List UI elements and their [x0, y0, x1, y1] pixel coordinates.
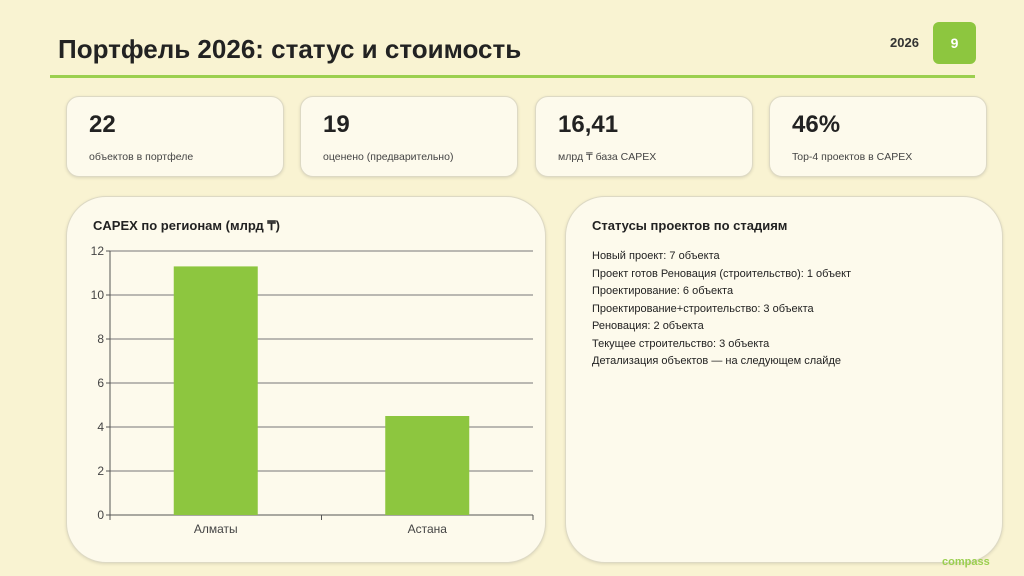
y-tick-label: 12 — [91, 244, 105, 258]
status-panel-title: Статусы проектов по стадиям — [592, 218, 788, 233]
kpi-value: 46% — [792, 111, 841, 138]
kpi-card-objects: 22 объектов в портфеле — [66, 96, 284, 177]
capex-bar-chart: 0 2 4 6 8 10 12 Алматы Астана — [91, 244, 534, 536]
kpi-label: объектов в портфеле — [89, 151, 194, 163]
status-item: Проектирование+строительство: 3 объекта — [592, 302, 814, 315]
status-list: Новый проект: 7 объекта Проект готов Рен… — [592, 248, 851, 371]
kpi-value: 22 — [89, 111, 116, 138]
status-panel: Статусы проектов по стадиям Новый проект… — [565, 196, 1003, 563]
y-tick-label: 0 — [97, 508, 104, 522]
kpi-card-top4: 46% Top-4 проектов в CAPEX — [769, 96, 987, 177]
kpi-label: млрд ₸ база CAPEX — [558, 151, 657, 163]
page-number-badge: 9 — [933, 22, 976, 64]
kpi-value: 16,41 — [558, 111, 619, 138]
x-category-label: Астана — [408, 522, 448, 536]
kpi-label: оценено (предварительно) — [323, 151, 454, 163]
page-title: Портфель 2026: статус и стоимость — [58, 34, 522, 64]
year-label: 2026 — [890, 35, 919, 50]
status-item: Проектирование: 6 объекта — [592, 285, 734, 297]
y-tick-label: 6 — [97, 376, 104, 390]
brand-logo: compass — [942, 556, 990, 568]
y-tick-label: 4 — [97, 420, 104, 434]
title-divider — [50, 75, 975, 78]
status-item: Реновация: 2 объекта — [592, 320, 704, 332]
status-item: Текущее строительство: 3 объекта — [592, 337, 770, 350]
bar-1 — [173, 266, 258, 515]
kpi-value: 19 — [323, 111, 350, 138]
status-item: Проект готов Реновация (строительство): … — [592, 267, 852, 280]
y-tick-label: 2 — [97, 464, 104, 478]
capex-chart-panel: CAPEX по регионам (млрд ₸) 0 2 4 6 8 10 12 Алма… — [66, 196, 546, 563]
x-category-label: Алматы — [194, 522, 238, 536]
kpi-label: Top-4 проектов в CAPEX — [792, 151, 913, 163]
y-tick-label: 10 — [91, 288, 105, 302]
kpi-card-evaluated: 19 оценено (предварительно) — [300, 96, 518, 177]
status-item: Детализация объектов — на следующем слай… — [592, 355, 841, 367]
status-item: Новый проект: 7 объекта — [592, 250, 720, 262]
bar-2 — [385, 416, 470, 515]
y-tick-label: 8 — [97, 332, 104, 346]
chart-title: CAPEX по регионам (млрд ₸) — [93, 218, 280, 233]
kpi-card-capex: 16,41 млрд ₸ база CAPEX — [535, 96, 753, 177]
